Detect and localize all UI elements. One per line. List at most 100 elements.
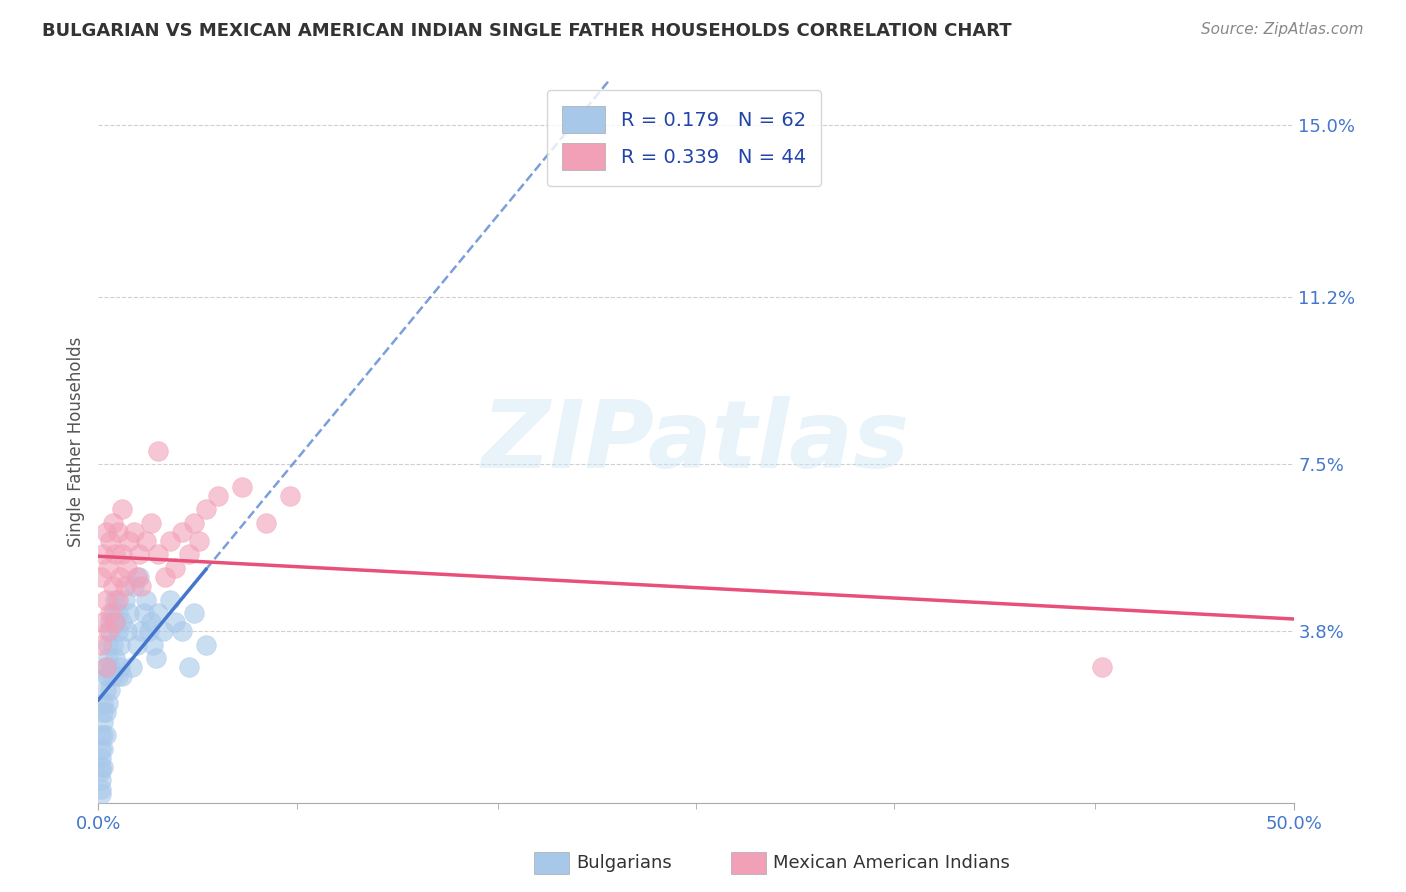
Point — [118, 533, 141, 548]
Point — [148, 443, 170, 458]
Point — [98, 624, 122, 639]
Point — [254, 516, 277, 530]
Point — [195, 638, 218, 652]
Point — [231, 480, 253, 494]
Point — [159, 533, 181, 548]
Point — [278, 489, 301, 503]
Point — [111, 548, 134, 562]
Point — [135, 533, 157, 548]
Point — [152, 624, 174, 639]
Point — [91, 548, 114, 562]
Point — [179, 660, 201, 674]
Point — [132, 606, 155, 620]
Point — [111, 669, 134, 683]
Point — [128, 570, 150, 584]
Point — [124, 579, 146, 593]
Point — [91, 714, 114, 729]
Point — [90, 638, 112, 652]
Legend: R = 0.179   N = 62, R = 0.339   N = 44: R = 0.179 N = 62, R = 0.339 N = 44 — [547, 90, 821, 186]
Point — [125, 638, 148, 652]
Point — [90, 787, 112, 801]
Point — [108, 660, 131, 674]
Point — [97, 697, 120, 711]
Point — [97, 624, 120, 639]
Point — [90, 570, 112, 584]
Point — [98, 606, 122, 620]
Point — [97, 561, 120, 575]
Point — [172, 524, 194, 539]
Point — [115, 624, 138, 639]
Point — [138, 624, 160, 639]
Point — [114, 579, 136, 593]
Point — [183, 606, 205, 620]
Text: Mexican American Indians: Mexican American Indians — [773, 854, 1010, 871]
Point — [159, 592, 181, 607]
Point — [104, 548, 127, 562]
Text: Bulgarians: Bulgarians — [576, 854, 672, 871]
Point — [98, 615, 122, 630]
Point — [111, 615, 134, 630]
Point — [90, 764, 112, 779]
Point — [94, 706, 117, 720]
Point — [207, 489, 229, 503]
Point — [98, 533, 122, 548]
Point — [91, 760, 114, 774]
Point — [91, 741, 114, 756]
Point — [97, 638, 120, 652]
Y-axis label: Single Father Households: Single Father Households — [66, 336, 84, 547]
Point — [90, 741, 112, 756]
Point — [121, 660, 143, 674]
Text: Source: ZipAtlas.com: Source: ZipAtlas.com — [1201, 22, 1364, 37]
Point — [94, 660, 117, 674]
Point — [101, 606, 124, 620]
Point — [98, 682, 122, 697]
Point — [101, 638, 124, 652]
Point — [104, 615, 127, 630]
Point — [142, 638, 165, 652]
Point — [107, 592, 129, 607]
Point — [90, 728, 112, 742]
Point — [90, 773, 112, 788]
Point — [91, 728, 114, 742]
Point — [148, 548, 170, 562]
Point — [139, 615, 162, 630]
Point — [148, 606, 170, 620]
Point — [94, 524, 117, 539]
Point — [94, 682, 117, 697]
Point — [104, 592, 127, 607]
Point — [104, 651, 127, 665]
Text: ZIPatlas: ZIPatlas — [482, 395, 910, 488]
Point — [114, 592, 136, 607]
Point — [183, 516, 205, 530]
Point — [94, 660, 117, 674]
Point — [101, 516, 124, 530]
Point — [91, 706, 114, 720]
Point — [172, 624, 194, 639]
Point — [90, 750, 112, 764]
Point — [131, 624, 153, 639]
Point — [1091, 660, 1114, 674]
Point — [98, 660, 122, 674]
Point — [107, 524, 129, 539]
Point — [125, 570, 148, 584]
Point — [90, 782, 112, 797]
Point — [128, 548, 150, 562]
Point — [107, 669, 129, 683]
Point — [145, 651, 167, 665]
Point — [101, 669, 124, 683]
Point — [97, 669, 120, 683]
Point — [155, 570, 177, 584]
Point — [179, 548, 201, 562]
Point — [135, 592, 157, 607]
Point — [108, 638, 131, 652]
Point — [187, 533, 209, 548]
Point — [104, 615, 127, 630]
Point — [91, 697, 114, 711]
Point — [94, 669, 117, 683]
Point — [97, 651, 120, 665]
Point — [139, 516, 162, 530]
Point — [91, 615, 114, 630]
Point — [111, 502, 134, 516]
Point — [101, 579, 124, 593]
Point — [107, 624, 129, 639]
